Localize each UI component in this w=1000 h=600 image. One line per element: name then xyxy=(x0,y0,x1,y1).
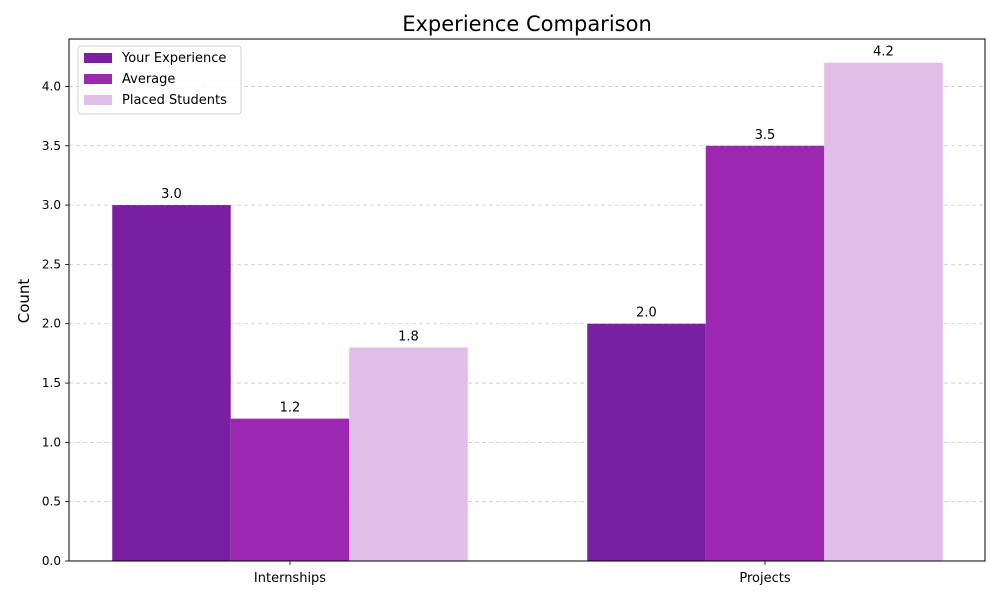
legend-label: Your Experience xyxy=(121,51,226,66)
y-tick-label: 2.0 xyxy=(42,317,61,331)
y-tick-label: 0.5 xyxy=(42,495,61,509)
data-label: 2.0 xyxy=(636,306,657,321)
bar xyxy=(349,347,468,561)
y-tick-label: 1.0 xyxy=(42,435,61,449)
legend: Your Experience Average Placed Students xyxy=(77,45,242,115)
legend-swatch xyxy=(84,53,112,63)
x-tick-label: Internships xyxy=(254,571,326,586)
bar xyxy=(587,323,706,561)
data-label: 3.0 xyxy=(161,187,182,202)
y-tick-label: 1.5 xyxy=(42,376,61,390)
y-tick-label: 2.5 xyxy=(42,257,61,271)
legend-swatch xyxy=(84,74,112,84)
chart-title: Experience Comparison xyxy=(402,12,652,36)
legend-swatch xyxy=(84,95,112,105)
data-label: 1.8 xyxy=(398,329,419,344)
y-tick-label: 0.0 xyxy=(42,554,61,568)
legend-label: Placed Students xyxy=(122,93,227,108)
data-labels-group: 3.0 2.0 1.2 3.5 1.8 4.2 xyxy=(161,45,894,416)
bar xyxy=(230,418,350,561)
legend-label: Average xyxy=(122,72,175,87)
x-tick-label: Projects xyxy=(739,571,790,586)
axes-group xyxy=(68,38,986,562)
y-tick-label: 4.0 xyxy=(42,79,61,93)
bars-group xyxy=(112,62,943,562)
bar xyxy=(112,205,231,561)
legend-box xyxy=(77,45,242,115)
ticks-group: 0.0 0.5 1.0 1.5 2.0 2.5 3.0 3.5 4.0 Internships Pr… xyxy=(42,79,791,586)
y-tick-label: 3.5 xyxy=(42,139,61,153)
y-tick-label: 3.0 xyxy=(42,198,61,212)
bar xyxy=(705,145,825,562)
data-label: 1.2 xyxy=(280,401,301,416)
plot-frame xyxy=(68,38,986,562)
bar xyxy=(824,62,943,562)
data-label: 3.5 xyxy=(755,128,776,143)
data-label: 4.2 xyxy=(873,45,894,60)
y-axis-label: Count xyxy=(15,279,33,324)
